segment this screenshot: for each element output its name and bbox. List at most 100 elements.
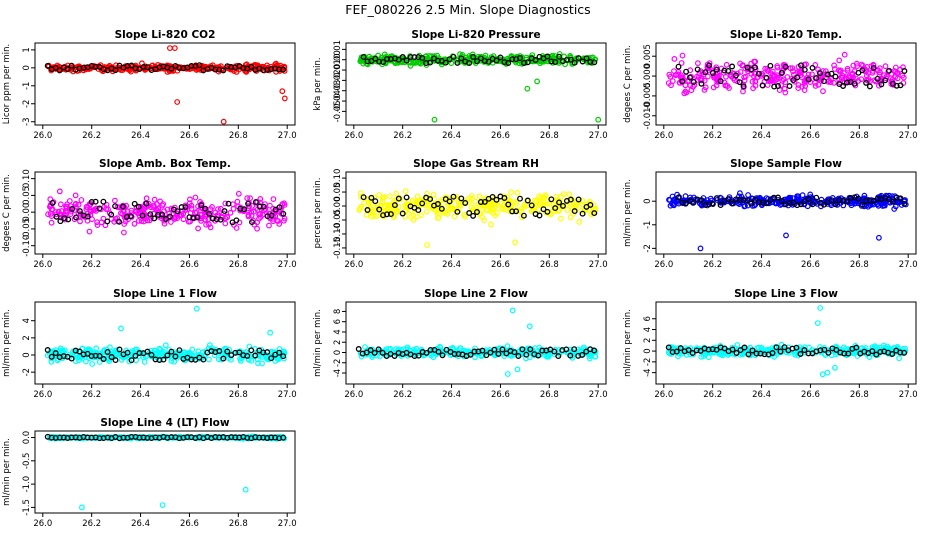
data-point [424,190,430,197]
data-point [799,192,806,199]
data-point-marked [866,197,873,204]
data-point-marked [268,212,275,219]
data-point-marked [364,58,371,65]
data-point-marked [104,349,111,355]
data-point-marked [817,70,824,77]
x-tick-label: 26.2 [703,131,722,141]
y-tick-label: 0.00 [333,50,343,69]
data-point-marked [528,202,535,209]
x-tick-label: 26.0 [344,131,363,141]
y-tick-label: 0 [22,352,32,357]
data-point-marked [665,344,672,351]
data-point-marked [524,59,531,66]
data-point-marked [155,211,162,218]
data-point-marked [466,60,473,66]
y-tick-label: -0.01 [333,59,343,81]
data-point [780,76,787,83]
data-point-marked [845,350,852,357]
data-point-outlier [424,242,431,249]
data-point [774,64,781,71]
x-tick-label: 26.6 [180,390,199,400]
data-point-marked [434,57,441,64]
data-point-marked [874,195,881,202]
y-tick-label: 0.05 [22,186,32,205]
data-point [407,62,414,69]
data-point [557,215,564,222]
data-point-marked [825,349,832,356]
data-point-marked [143,200,150,207]
data-point [230,205,237,212]
data-point [764,67,771,74]
panel-title: Slope Li-820 Temp. [730,29,842,41]
y-tick-label: -0.010 [643,102,653,129]
data-point-marked [775,194,781,201]
data-point [159,202,166,209]
data-point-marked [579,210,586,217]
data-point-marked [786,83,793,90]
data-point [58,348,65,355]
data-point-marked [92,198,99,205]
data-point-marked [571,59,578,66]
y-tick-label: 4 [643,327,653,332]
data-point [831,79,837,86]
data-point-outlier [279,88,286,95]
y-tick-label: 2 [643,338,653,343]
data-point [155,205,162,212]
y-tick-label: 6 [643,316,653,321]
data-point [489,201,496,207]
data-point-marked [431,55,437,62]
data-point [523,355,529,362]
data-point [540,194,546,201]
data-point-marked [524,197,531,204]
data-point-marked [471,348,478,355]
data-point-outlier [595,116,602,123]
data-point [381,51,388,58]
data-point [894,75,901,82]
data-point [427,203,434,210]
data-point [669,78,676,84]
data-point-marked [427,196,434,203]
data-point-marked [870,64,877,71]
x-tick-label: 26.4 [131,131,150,141]
y-axis-label: degees C per min. [623,45,633,123]
data-point-marked [60,434,67,441]
data-point-marked [737,347,744,354]
data-point [167,219,174,225]
data-point [567,214,574,221]
data-point-marked [479,347,486,354]
y-tick-label: -1.0 [22,476,32,493]
data-point [749,78,756,85]
data-point-marked [280,434,287,441]
data-point-marked [435,348,442,355]
x-tick-label: 26.2 [703,390,722,400]
data-point-marked [740,83,747,90]
data-point [841,51,848,58]
panel-8: Slope Line 2 Flow 26.0 26.2 26.4 26.6 26.8 27.… [313,288,608,400]
data-point [543,193,549,200]
data-point-marked [450,53,457,60]
data-point-marked [519,346,526,353]
data-point [869,346,876,352]
data-point [882,63,889,70]
x-tick-label: 26.8 [229,390,248,400]
data-point-marked [882,77,889,84]
data-point [799,83,805,90]
data-point [508,53,515,59]
data-point-marked [499,346,506,353]
y-axis-label: ml/min per min. [2,438,12,506]
x-tick-label: 26.2 [82,390,101,400]
data-point [417,60,424,67]
data-point [248,208,255,215]
data-point [575,346,581,353]
y-tick-label: -0.02 [333,69,343,91]
y-tick-label: 0.00 [22,203,32,222]
x-tick-label: 26.2 [703,260,722,270]
data-point [696,74,702,80]
data-point [806,344,812,351]
data-point-marked [717,78,724,85]
data-point-outlier [193,305,200,312]
data-point-marked [801,347,808,354]
data-point [106,210,113,217]
plot-frame [34,430,296,514]
data-point [576,348,583,354]
